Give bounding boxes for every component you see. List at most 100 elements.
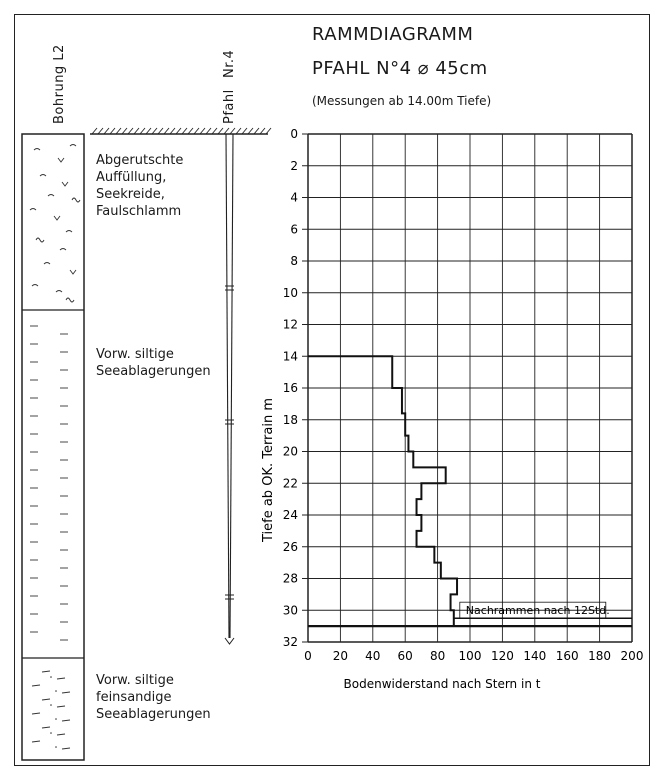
- soil-mark-organic: [43, 262, 51, 265]
- y-tick-label: 20: [283, 445, 298, 459]
- soil-mark-organic: [35, 237, 45, 243]
- hatch-stroke: [241, 127, 248, 135]
- x-tick-label: 40: [365, 649, 380, 663]
- soil-mark-sand: [31, 740, 41, 743]
- layer-1-line: Abgerutschte: [96, 153, 184, 168]
- layer-3-description: Vorw. siltige feinsandige Seeablagerunge…: [96, 672, 211, 723]
- hatch-stroke: [127, 127, 134, 135]
- y-tick-label: 18: [283, 413, 298, 427]
- soil-mark-organic: [29, 208, 37, 211]
- x-tick-label: 200: [621, 649, 644, 663]
- soil-mark-organic: [65, 297, 75, 303]
- soil-mark-organic: [65, 230, 73, 233]
- y-tick-label: 24: [283, 508, 298, 522]
- hatch-stroke: [97, 127, 104, 135]
- hatch-stroke: [109, 127, 116, 135]
- y-tick-label: 30: [283, 603, 298, 617]
- y-tick-label: 16: [283, 381, 298, 395]
- hatch-stroke: [139, 127, 146, 135]
- y-tick-label: 26: [283, 540, 298, 554]
- soil-mark-organic: [31, 284, 39, 287]
- y-tick-label: 0: [290, 127, 298, 141]
- chart-subtitle: PFAHL N°4 ⌀ 45cm: [312, 58, 488, 79]
- hatch-stroke: [121, 127, 128, 135]
- hatch-stroke: [265, 127, 272, 135]
- x-tick-label: 100: [459, 649, 482, 663]
- hatch-stroke: [253, 127, 260, 135]
- hatch-stroke: [223, 127, 230, 135]
- y-tick-label: 12: [283, 318, 298, 332]
- hatch-stroke: [163, 127, 170, 135]
- soil-mark-sand: [56, 733, 66, 736]
- y-axis-label: Tiefe ab OK. Terrain m: [261, 398, 276, 543]
- y-tick-label: 22: [283, 476, 298, 490]
- hatch-stroke: [151, 127, 158, 135]
- pile-shaft: [224, 133, 235, 645]
- layer-2-description: Vorw. siltige Seeablagerungen: [96, 346, 211, 380]
- hatch-stroke: [145, 127, 152, 135]
- soil-mark-sand-dot: [50, 704, 52, 706]
- soil-mark-organic: [59, 248, 67, 251]
- x-tick-label: 0: [304, 649, 312, 663]
- soil-mark-sand-dot: [55, 690, 57, 692]
- soil-mark-organic: [71, 197, 81, 203]
- layer-2-line: Vorw. siltige: [96, 347, 174, 362]
- x-tick-label: 80: [430, 649, 445, 663]
- x-tick-label: 140: [523, 649, 546, 663]
- layer-1-description: Abgerutschte Auffüllung, Seekreide, Faul…: [96, 152, 183, 220]
- x-tick-label: 20: [333, 649, 348, 663]
- y-tick-label: 8: [290, 254, 298, 268]
- x-axis-label: Bodenwiderstand nach Stern in t: [344, 677, 541, 691]
- chart-title: RAMMDIAGRAMM: [312, 24, 474, 45]
- layer-3-line: Vorw. siltige: [96, 673, 174, 688]
- y-tick-label: 4: [290, 191, 298, 205]
- resistance-step-line: [308, 355, 459, 627]
- terrain-hatch: [91, 127, 272, 135]
- soil-mark-sand: [61, 691, 71, 694]
- soil-mark-organic: [39, 174, 47, 177]
- soil-mark-sand-dot: [50, 676, 52, 678]
- hatch-stroke: [115, 127, 122, 135]
- soil-mark-organic: [61, 181, 69, 187]
- y-tick-label: 10: [283, 286, 298, 300]
- soil-mark-organic: [55, 290, 63, 293]
- soil-mark-sand: [41, 670, 51, 673]
- hatch-stroke: [259, 127, 266, 135]
- hatch-stroke: [217, 127, 224, 135]
- soil-mark-sand: [56, 705, 66, 708]
- hatch-stroke: [157, 127, 164, 135]
- hatch-stroke: [211, 127, 218, 135]
- soil-mark-sand: [61, 747, 71, 750]
- layer-2-line: Seeablagerungen: [96, 364, 211, 379]
- y-tick-label: 32: [283, 635, 298, 649]
- soil-mark-sand: [41, 698, 51, 701]
- y-tick-label: 2: [290, 159, 298, 173]
- hatch-stroke: [199, 127, 206, 135]
- layer-3-line: feinsandige: [96, 690, 172, 705]
- hatch-stroke: [133, 127, 140, 135]
- layer-1-line: Seekreide,: [96, 187, 165, 202]
- borehole-column: [21, 133, 85, 761]
- soil-mark-sand: [31, 712, 41, 715]
- hatch-stroke: [175, 127, 182, 135]
- x-tick-label: 60: [398, 649, 413, 663]
- soil-mark-organic: [47, 194, 55, 197]
- hatch-stroke: [103, 127, 110, 135]
- soil-mark-sand: [41, 726, 51, 729]
- y-tick-label: 28: [283, 572, 298, 586]
- chart-grid: [307, 133, 633, 643]
- y-tick-label: 6: [290, 222, 298, 236]
- x-tick-label: 160: [556, 649, 579, 663]
- soil-mark-organic: [33, 148, 41, 151]
- soil-mark-sand-dot: [50, 732, 52, 734]
- soil-mark-organic: [69, 144, 77, 147]
- x-tick-label: 120: [491, 649, 514, 663]
- hatch-stroke: [247, 127, 254, 135]
- soil-mark-organic: [69, 269, 77, 275]
- y-tick-label: 14: [283, 349, 298, 363]
- soil-mark-sand-dot: [55, 746, 57, 748]
- hatch-stroke: [181, 127, 188, 135]
- redrive-label: Nachrammen nach 12Std.: [466, 604, 610, 617]
- hatch-stroke: [187, 127, 194, 135]
